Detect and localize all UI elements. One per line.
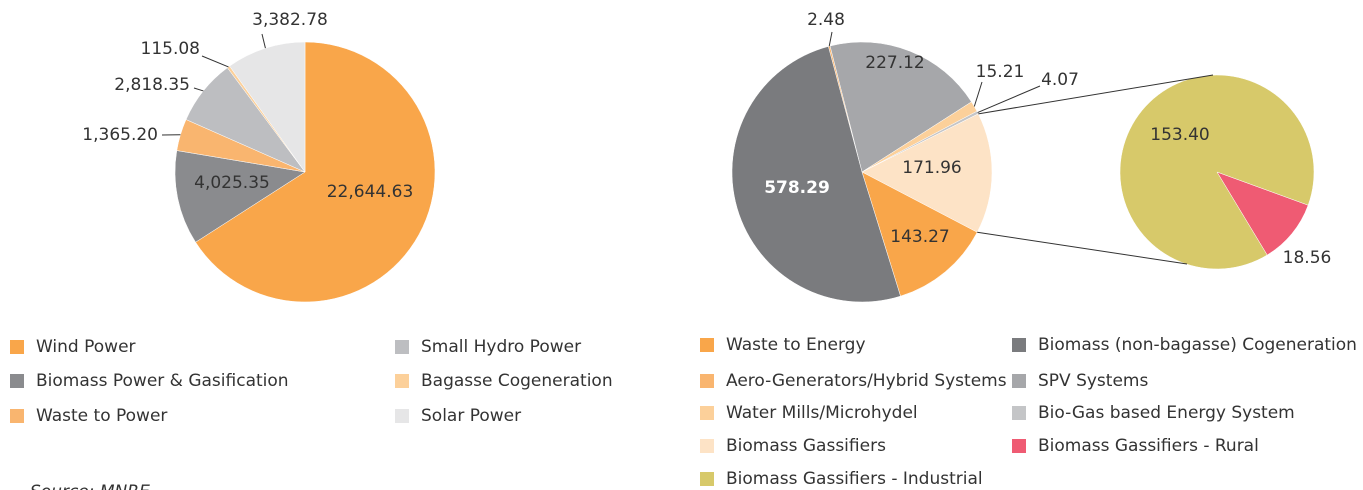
legend-label: Biomass Power & Gasification (36, 371, 289, 391)
legend-label: Bio-Gas based Energy System (1038, 403, 1295, 423)
legend-swatch (10, 340, 24, 354)
leader-line (193, 87, 204, 92)
legend-swatch (10, 409, 24, 423)
pie-slice (1216, 171, 1309, 256)
value-label: 578.29 (764, 178, 830, 198)
legend-swatch (700, 472, 714, 486)
pie-slice (861, 113, 993, 233)
value-label: 4,025.35 (194, 173, 270, 193)
pie-slice (829, 41, 972, 173)
leader-line (201, 55, 229, 68)
legend-label: Small Hydro Power (421, 337, 581, 357)
legend-swatch (700, 406, 714, 420)
connector-line (977, 231, 1188, 265)
legend-label: Solar Power (421, 406, 521, 426)
legend-swatch (395, 374, 409, 388)
value-label: 171.96 (902, 158, 961, 178)
value-label: 15.21 (976, 62, 1025, 82)
legend-swatch (10, 374, 24, 388)
legend-swatch (700, 338, 714, 352)
legend-swatch (395, 409, 409, 423)
legend-swatch (1012, 374, 1026, 388)
legend-label: Biomass (non-bagasse) Cogeneration (1038, 335, 1357, 355)
pie-slice (195, 41, 436, 303)
value-label: 22,644.63 (327, 182, 414, 202)
value-label: 143.27 (890, 227, 949, 247)
legend-label: SPV Systems (1038, 371, 1148, 391)
leader-line (973, 81, 983, 107)
connector-line (978, 74, 1214, 115)
legend-swatch (395, 340, 409, 354)
source-note: Source: MNRE (30, 482, 150, 490)
pie-slice (229, 41, 306, 173)
legend-label: Biomass Gassifiers - Rural (1038, 436, 1259, 456)
legend-label: Waste to Energy (726, 335, 866, 355)
leader-line (261, 33, 266, 49)
value-label: 4.07 (1041, 70, 1079, 90)
value-label: 3,382.78 (252, 10, 328, 30)
value-label: 18.56 (1283, 248, 1332, 268)
pie-slice (174, 150, 306, 243)
pie-slice (731, 46, 901, 303)
value-label: 115.08 (141, 39, 200, 59)
legend-label: Waste to Power (36, 406, 167, 426)
legend-label: Aero-Generators/Hybrid Systems (726, 371, 1007, 391)
legend-label: Biomass Gassifiers - Industrial (726, 469, 983, 489)
pie-slice (1119, 74, 1315, 270)
leader-line (828, 31, 833, 47)
legend-label: Water Mills/Microhydel (726, 403, 918, 423)
value-label: 2.48 (807, 10, 845, 30)
legend-swatch (700, 439, 714, 453)
value-label: 2,818.35 (114, 75, 190, 95)
legend-swatch (1012, 338, 1026, 352)
pie-slice (861, 171, 978, 297)
legend-swatch (700, 374, 714, 388)
leader-line (977, 85, 1041, 114)
value-label: 227.12 (865, 53, 924, 73)
legend-swatch (1012, 406, 1026, 420)
value-label: 153.40 (1150, 125, 1209, 145)
value-label: 1,365.20 (82, 125, 158, 145)
legend-label: Wind Power (36, 337, 136, 357)
legend-label: Biomass Gassifiers (726, 436, 886, 456)
legend-swatch (1012, 439, 1026, 453)
legend-label: Bagasse Cogeneration (421, 371, 613, 391)
